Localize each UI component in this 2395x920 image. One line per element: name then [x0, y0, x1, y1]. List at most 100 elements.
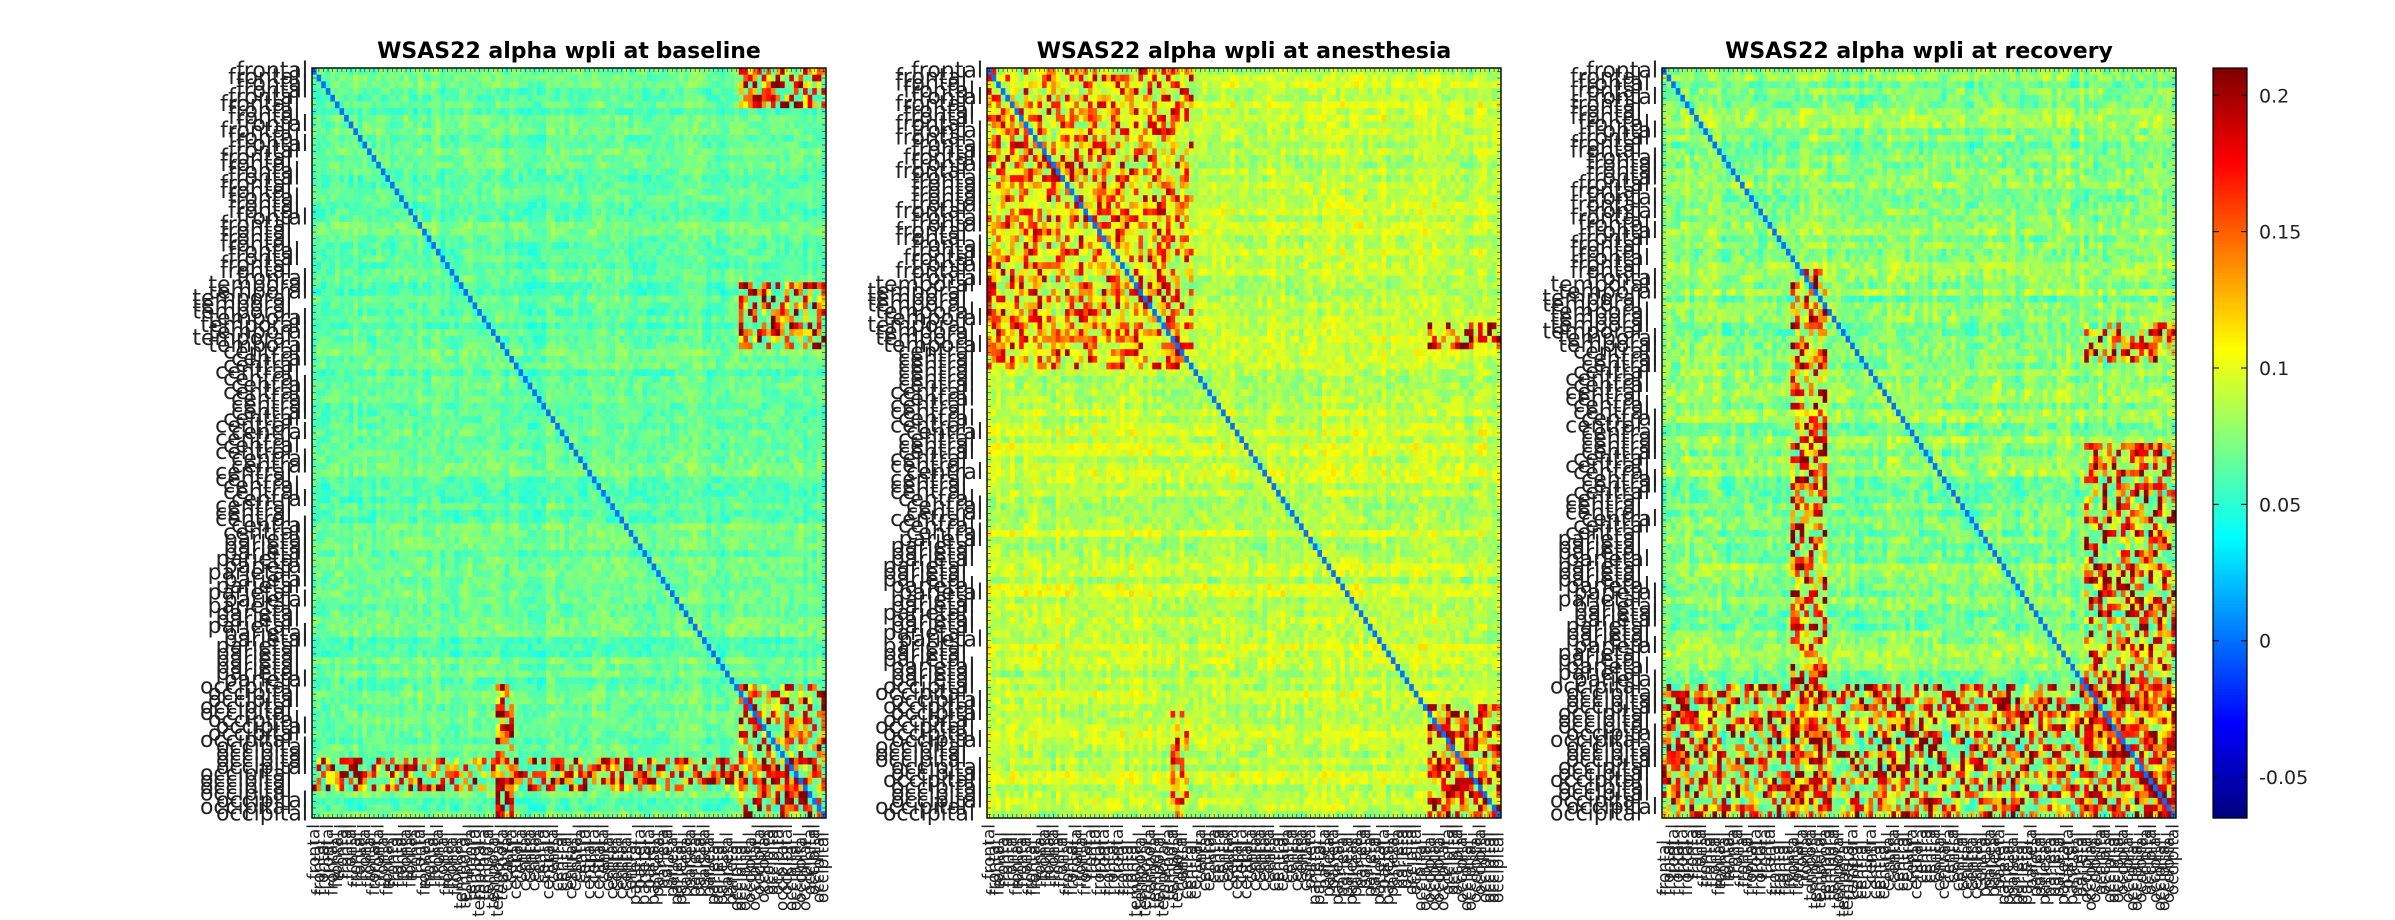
heatmap-cell [445, 188, 451, 196]
heatmap-cell [367, 108, 373, 116]
heatmap-cell [458, 295, 464, 303]
heatmap-cell [435, 175, 441, 183]
heatmap-cell [706, 155, 712, 163]
heatmap-cell [743, 335, 749, 343]
heatmap-cell [605, 335, 611, 343]
heatmap-cell [770, 195, 776, 203]
heatmap-cell [729, 74, 735, 82]
heatmap-cell [518, 329, 524, 337]
heatmap-cell [747, 228, 753, 236]
heatmap-cell [417, 335, 423, 343]
heatmap-cell [541, 128, 547, 136]
heatmap-cell [495, 195, 501, 203]
heatmap-cell [422, 88, 428, 96]
heatmap-cell [550, 302, 556, 310]
heatmap-cell [330, 288, 336, 297]
heatmap-cell [587, 208, 593, 216]
heatmap-cell [490, 322, 496, 330]
heatmap-cell [752, 262, 758, 270]
heatmap-cell [706, 195, 712, 203]
heatmap-cell [688, 322, 694, 330]
heatmap-cell [803, 315, 808, 323]
heatmap-cell [596, 355, 602, 363]
heatmap-cell [348, 201, 354, 209]
heatmap-cell [752, 175, 758, 183]
heatmap-cell [637, 134, 643, 143]
heatmap-cell [573, 288, 579, 297]
heatmap-cell [449, 355, 455, 363]
heatmap-cell [325, 155, 331, 163]
heatmap-cell [550, 235, 556, 243]
heatmap-cell [445, 222, 451, 230]
heatmap-cell [463, 94, 469, 102]
heatmap-cell [394, 335, 400, 343]
heatmap-cell [614, 315, 620, 323]
heatmap-cell [390, 208, 395, 216]
heatmap-cell [624, 201, 630, 209]
heatmap-cell [812, 114, 818, 122]
heatmap-cell [743, 349, 749, 357]
heatmap-cell [371, 315, 377, 323]
heatmap-cell [325, 168, 331, 176]
heatmap-cell [775, 235, 781, 243]
heatmap-cell [734, 81, 740, 89]
heatmap-cell [605, 188, 611, 196]
heatmap-cell [321, 235, 327, 243]
heatmap-cell [348, 255, 354, 263]
heatmap-cell [711, 222, 717, 230]
heatmap-cell [458, 128, 464, 136]
heatmap-cell [816, 329, 822, 337]
heatmap-cell [435, 309, 441, 317]
heatmap-cell [605, 74, 611, 82]
heatmap-cell [458, 208, 464, 216]
heatmap-cell [412, 134, 418, 143]
heatmap-cell [807, 235, 813, 243]
heatmap-cell [587, 315, 593, 323]
heatmap-cell [642, 275, 648, 283]
heatmap-cell [523, 208, 529, 216]
heatmap-cell [422, 362, 428, 370]
heatmap-cell [523, 88, 529, 96]
heatmap-cell [582, 215, 588, 223]
heatmap-cell [692, 262, 698, 270]
heatmap-cell [559, 329, 565, 337]
heatmap-cell [440, 195, 446, 203]
heatmap-cell [816, 242, 822, 250]
heatmap-cell [628, 329, 634, 337]
heatmap-cell [445, 322, 451, 330]
heatmap-cell [426, 342, 432, 350]
heatmap-cell [536, 168, 542, 176]
heatmap-cell [500, 242, 506, 250]
heatmap-cell [477, 255, 483, 263]
heatmap-cell [669, 88, 675, 96]
heatmap-cell [486, 215, 492, 223]
heatmap-cell [394, 208, 400, 216]
heatmap-cell [582, 329, 588, 337]
heatmap-cell [610, 242, 616, 250]
heatmap-cell [665, 175, 671, 183]
heatmap-cell [780, 309, 786, 317]
heatmap-cell [752, 215, 758, 223]
heatmap-cell [591, 329, 597, 337]
heatmap-cell [376, 362, 382, 370]
heatmap-cell [523, 161, 529, 169]
heatmap-cell [344, 329, 350, 337]
heatmap-cell [449, 329, 455, 337]
heatmap-cell [651, 141, 657, 149]
heatmap-cell [449, 121, 455, 129]
heatmap-cell [481, 215, 487, 223]
heatmap-cell [628, 148, 634, 156]
heatmap-cell [761, 208, 767, 216]
heatmap-cell [330, 108, 336, 116]
heatmap-cell [509, 94, 515, 102]
heatmap-cell [601, 335, 607, 343]
heatmap-cell [454, 148, 460, 156]
heatmap-cell [660, 288, 666, 297]
heatmap-cell [344, 228, 350, 236]
heatmap-cell [509, 315, 515, 323]
heatmap-cell [761, 262, 767, 270]
heatmap-cell [357, 315, 363, 323]
heatmap-cell [564, 355, 570, 363]
heatmap-cell [486, 141, 492, 149]
heatmap-cell [513, 235, 519, 243]
